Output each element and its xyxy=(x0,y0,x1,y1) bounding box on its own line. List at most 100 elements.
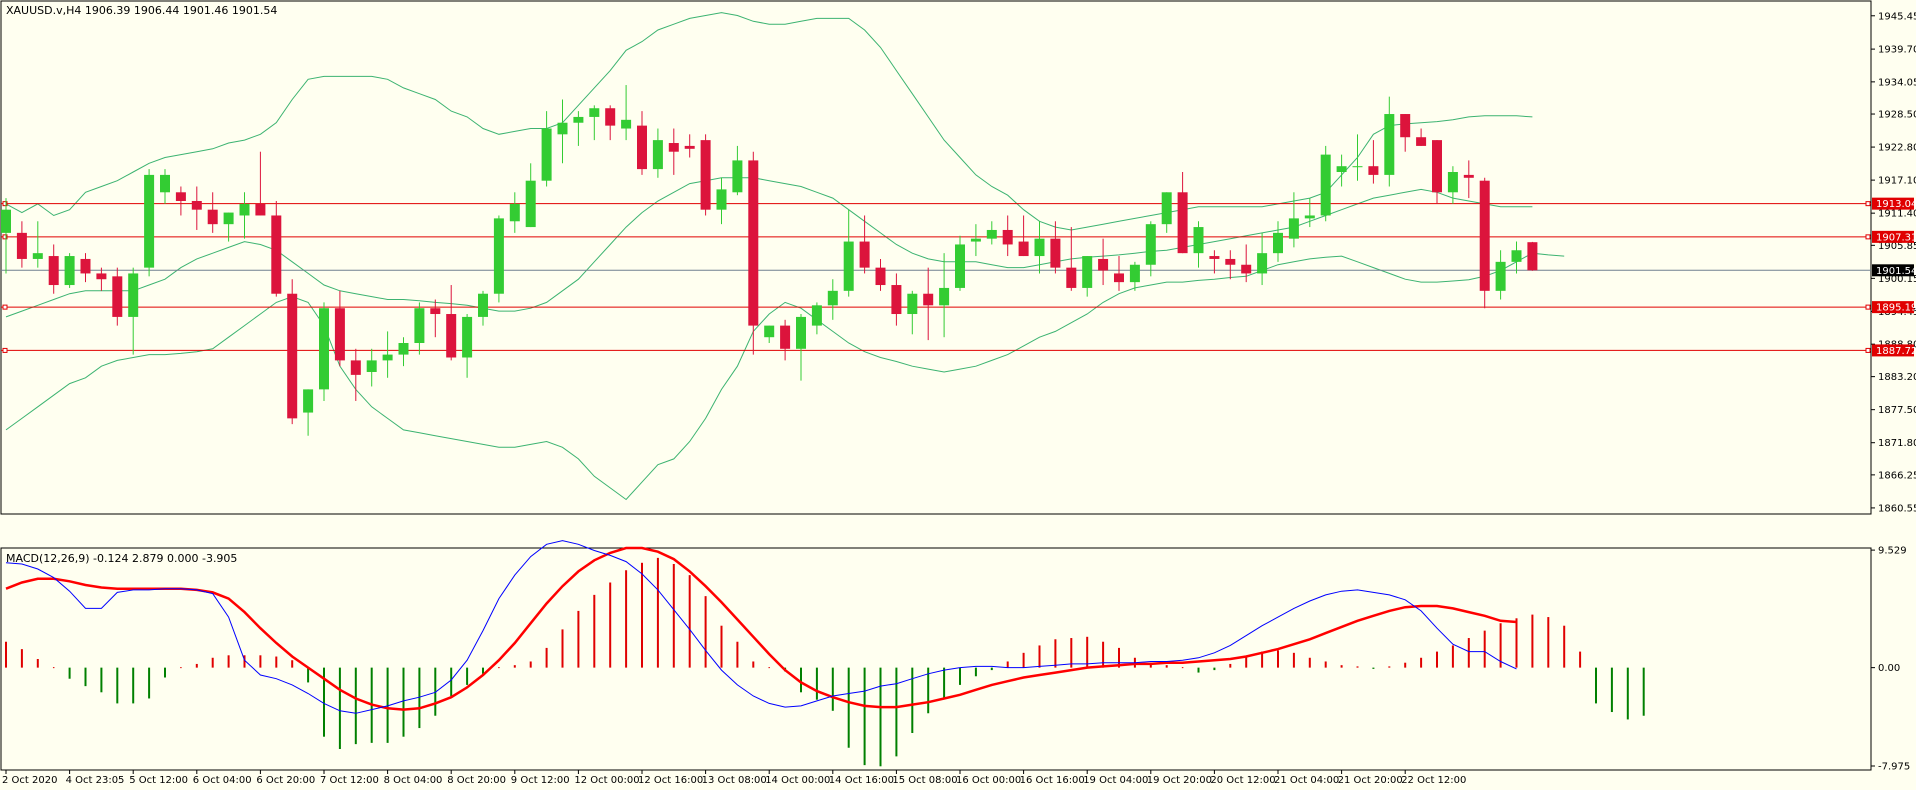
hline-anchor xyxy=(2,234,8,240)
candles xyxy=(1,85,1538,436)
candle-body xyxy=(1432,140,1442,193)
candle-body xyxy=(700,140,711,210)
candle-body xyxy=(955,244,965,288)
candle-body xyxy=(589,108,600,117)
candle-body xyxy=(525,180,536,228)
candle-body xyxy=(1288,218,1299,239)
candle-body xyxy=(223,212,234,225)
price-tick-label: 1922.80 xyxy=(1878,143,1916,154)
time-tick-label: 15 Oct 08:00 xyxy=(892,775,957,786)
candle-body xyxy=(1384,114,1395,175)
time-tick-label: 21 Oct 20:00 xyxy=(1338,775,1403,786)
time-tick-label: 22 Oct 12:00 xyxy=(1401,775,1466,786)
candle-body xyxy=(1002,229,1013,245)
candle-body xyxy=(1352,166,1363,168)
candle-body xyxy=(748,160,759,326)
candle-body xyxy=(1018,241,1029,257)
time-tick-label: 6 Oct 04:00 xyxy=(193,775,252,786)
candle-body xyxy=(557,122,568,135)
candle-body xyxy=(1066,267,1077,288)
candle-body xyxy=(1416,137,1427,146)
candle-body xyxy=(287,293,298,419)
candle-body xyxy=(939,287,950,306)
candle-body xyxy=(1447,172,1458,193)
candle-body xyxy=(191,200,202,210)
candle-body xyxy=(1400,114,1411,138)
candle-body xyxy=(923,293,934,306)
bollinger-lower xyxy=(5,252,1565,501)
candle-body xyxy=(1034,238,1045,257)
bid-price-box xyxy=(1872,264,1914,277)
candle-body xyxy=(1129,264,1140,283)
time-tick-label: 8 Oct 04:00 xyxy=(384,775,443,786)
time-tick-label: 20 Oct 12:00 xyxy=(1210,775,1275,786)
candle-body xyxy=(1336,166,1347,172)
candle-body xyxy=(1082,256,1093,288)
candle-body xyxy=(509,203,520,222)
hline-price-box xyxy=(1872,230,1914,243)
candle-body xyxy=(621,119,632,129)
time-tick-label: 14 Oct 00:00 xyxy=(765,775,830,786)
candle-body xyxy=(859,241,870,268)
candle-body xyxy=(668,143,679,152)
horizontal-lines[interactable]: 1913.04 1907.31 1895.19 1887.72 1901.54 xyxy=(1,197,1916,357)
time-tick-label: 4 Oct 23:05 xyxy=(66,775,125,786)
candle-body xyxy=(1225,258,1236,265)
price-tick-label: 1866.25 xyxy=(1878,470,1916,481)
candle-body xyxy=(239,203,250,216)
candle-body xyxy=(1114,273,1124,283)
price-tick-label: 1900.15 xyxy=(1878,274,1916,285)
price-tick-label: 1877.50 xyxy=(1878,405,1916,416)
candle-body xyxy=(430,308,441,315)
candle-body xyxy=(16,232,27,259)
candle-body xyxy=(398,343,409,355)
time-axis: 2 Oct 2020 4 Oct 23:05 5 Oct 12:00 6 Oct 04… xyxy=(2,770,1466,786)
candle-body xyxy=(128,273,139,317)
candle-body xyxy=(1193,227,1204,254)
price-tick-label: 1860.55 xyxy=(1878,503,1916,514)
macd-panel[interactable]: 9.529 0.00 -7.975 MACD(12,26,9) -0.124 2.8… xyxy=(0,540,1910,773)
candle-body xyxy=(255,203,266,216)
hline-price-box xyxy=(1872,197,1914,210)
bid-price-label: 1901.54 xyxy=(1876,266,1916,277)
macd-tick-label: 9.529 xyxy=(1878,546,1907,557)
candle-body xyxy=(1257,253,1268,274)
candle-body xyxy=(1273,232,1283,254)
price-tick-label: 1928.50 xyxy=(1878,110,1916,121)
candle-body xyxy=(1145,224,1156,265)
candle-body xyxy=(175,192,186,201)
time-tick-label: 21 Oct 04:00 xyxy=(1274,775,1339,786)
hline-price-label: 1887.72 xyxy=(1876,346,1916,357)
candle-body xyxy=(1241,264,1252,274)
hline-price-label: 1913.04 xyxy=(1876,199,1916,210)
candle-body xyxy=(271,215,282,294)
candle-body xyxy=(144,174,155,268)
macd-axis: 9.529 0.00 -7.975 xyxy=(1871,546,1910,772)
candle-body xyxy=(1177,192,1188,254)
hline-price-box xyxy=(1872,344,1914,357)
candle-body xyxy=(207,209,218,225)
hline-price-box xyxy=(1872,301,1914,314)
hline-anchor xyxy=(1865,201,1871,207)
price-tick-label: 1934.05 xyxy=(1878,77,1916,88)
candle-body xyxy=(48,256,59,286)
macd-signal-line xyxy=(5,546,1517,711)
macd-tick-label: 0.00 xyxy=(1878,663,1900,674)
candle-body xyxy=(414,308,425,343)
candle-body xyxy=(334,308,345,361)
candle-body xyxy=(907,293,918,315)
candle-body xyxy=(1098,258,1109,271)
candle-body xyxy=(1495,261,1506,291)
candle-body xyxy=(462,316,473,358)
candle-body xyxy=(1209,256,1220,259)
symbol-info: XAUUSD.v,H4 1906.39 1906.44 1901.46 1901… xyxy=(6,4,277,17)
price-tick-label: 1905.85 xyxy=(1878,241,1916,252)
hline-anchor xyxy=(2,304,8,310)
time-tick-label: 16 Oct 00:00 xyxy=(956,775,1021,786)
candle-body xyxy=(1511,250,1522,262)
macd-panel-frame xyxy=(0,547,1872,771)
candle-body xyxy=(350,360,361,375)
candle-body xyxy=(843,241,854,291)
price-panel[interactable]: 1945.45 1939.70 1934.05 1928.50 1922.80 1917.… xyxy=(0,0,1916,515)
